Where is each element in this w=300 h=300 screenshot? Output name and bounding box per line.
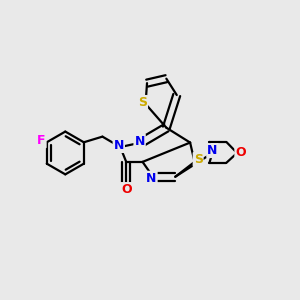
Text: N: N: [207, 144, 218, 157]
Text: O: O: [235, 146, 246, 160]
Text: N: N: [134, 135, 145, 148]
Text: N: N: [114, 139, 124, 152]
Text: S: S: [138, 96, 147, 109]
Text: F: F: [37, 134, 46, 147]
Text: S: S: [194, 153, 203, 166]
Text: N: N: [146, 172, 157, 185]
Text: O: O: [121, 183, 131, 196]
